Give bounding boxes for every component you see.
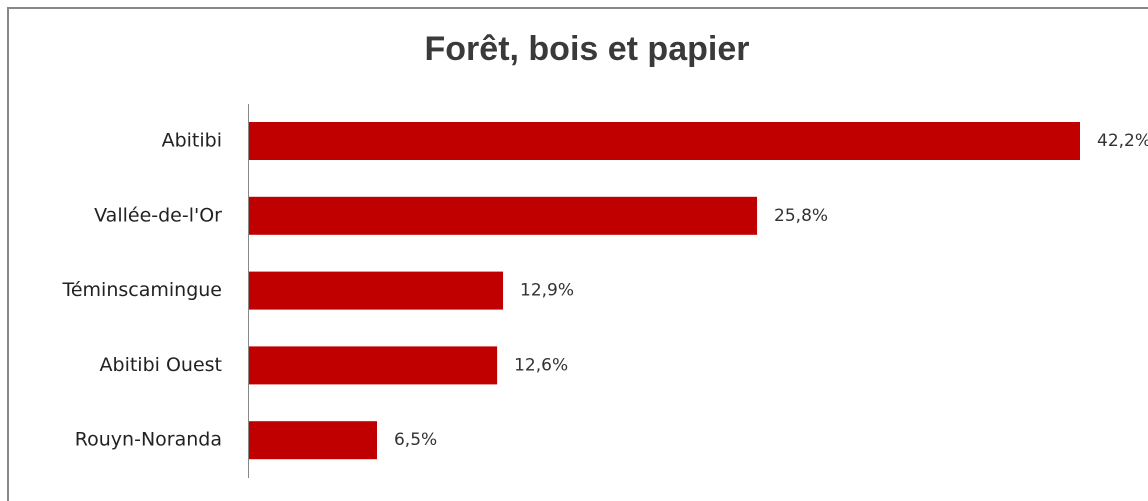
bar — [249, 196, 758, 235]
y-tick-label: Rouyn-Noranda — [75, 429, 222, 451]
bar — [249, 346, 498, 385]
chart-frame — [7, 7, 1148, 501]
y-tick-label: Vallée-de-l'Or — [94, 204, 222, 226]
data-label: 25,8% — [774, 206, 828, 226]
data-label: 42,2% — [1097, 131, 1148, 151]
data-label: 6,5% — [394, 430, 437, 450]
bar — [249, 271, 504, 310]
y-tick-label: Abitibi — [162, 130, 222, 152]
bar — [249, 421, 377, 460]
data-label: 12,9% — [520, 281, 574, 301]
y-tick-label: Abitibi Ouest — [100, 354, 222, 376]
chart-title: Forêt, bois et papier — [425, 30, 750, 68]
y-tick-label: Téminscamingue — [61, 279, 222, 301]
bar — [249, 122, 1080, 160]
data-label: 12,6% — [514, 355, 568, 375]
